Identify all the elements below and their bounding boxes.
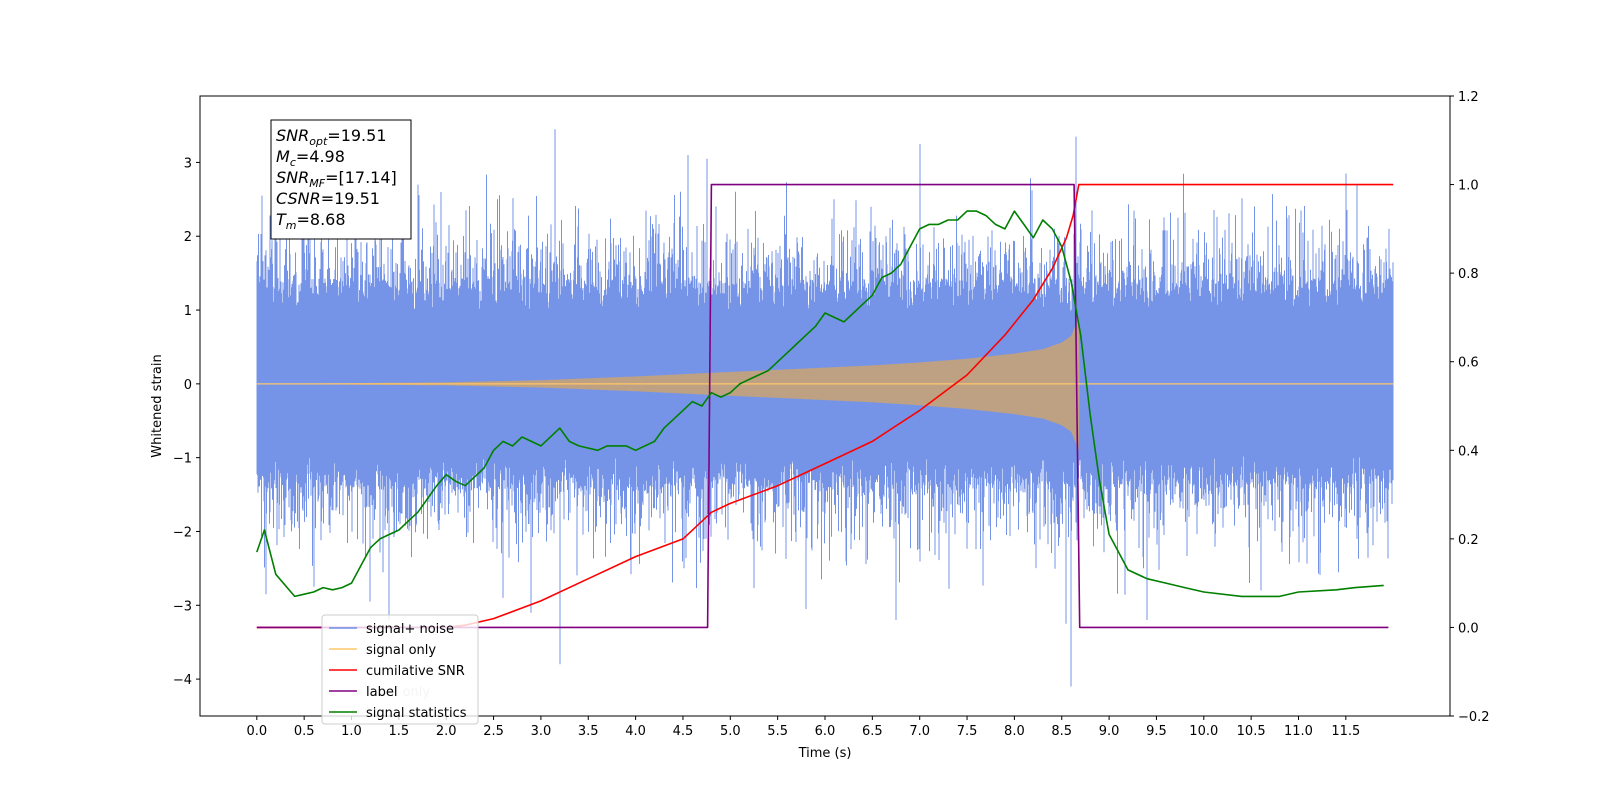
x-tick-label: 2.5 (483, 724, 504, 739)
y2-tick-label: 0.6 (1458, 356, 1479, 371)
y2-tick-label: 0.2 (1458, 533, 1479, 548)
series-signal-statistics (256, 210, 1384, 598)
y-axis-label: Whitened strain (150, 354, 165, 457)
legend-label: label (366, 685, 397, 700)
x-tick-label: 10.5 (1237, 724, 1266, 739)
y-tick-label: 1 (184, 304, 192, 319)
x-tick-label: 11.5 (1331, 724, 1360, 739)
series-label (256, 183, 1389, 629)
x-tick-label: 3.0 (531, 724, 552, 739)
legend-label: signal only (366, 643, 436, 658)
info-line: Mc=4.98 (276, 147, 345, 169)
y2-tick-label: 1.2 (1458, 90, 1479, 105)
x-tick-label: 4.0 (625, 724, 646, 739)
info-line: CSNR=19.51 (276, 189, 380, 208)
x-tick-label: 9.5 (1146, 724, 1167, 739)
y-tick-label: −2 (173, 525, 192, 540)
axis-ticks: 0.0 0.5 1.0 1.5 2.0 2.5 3.0 3.5 4.0 4.5 5.0 5.5 6.0 6… (173, 90, 1490, 739)
x-tick-label: 7.5 (957, 724, 978, 739)
info-line: SNRMF=[17.14] (276, 168, 397, 190)
legend-label: signal statistics (366, 706, 467, 721)
y2-tick-label: −0.2 (1458, 710, 1490, 725)
x-tick-label: 0.0 (246, 724, 267, 739)
x-tick-label: 2.0 (436, 724, 457, 739)
x-tick-label: 0.5 (294, 724, 315, 739)
legend-frame (321, 614, 479, 725)
y-tick-label: −1 (173, 452, 192, 467)
x-axis-label: Time (s) (798, 746, 852, 761)
info-line: Tm=8.68 (276, 210, 346, 232)
legend-label: signal+ noise (366, 622, 454, 637)
info-box: SNRopt=19.51Mc=4.98SNRMF=[17.14]CSNR=19.… (270, 119, 412, 240)
x-tick-label: 9.0 (1099, 724, 1120, 739)
x-tick-label: 1.0 (341, 724, 362, 739)
x-tick-label: 1.5 (389, 724, 410, 739)
y-tick-label: 0 (184, 378, 192, 393)
x-tick-label: 6.0 (815, 724, 836, 739)
info-line: SNRopt=19.51 (276, 126, 387, 148)
y-tick-label: −3 (173, 599, 192, 614)
y2-tick-label: 0.8 (1458, 267, 1479, 282)
x-tick-label: 6.5 (862, 724, 883, 739)
plot-area (256, 129, 1394, 687)
y2-tick-label: 1.0 (1458, 179, 1479, 194)
x-tick-label: 5.0 (720, 724, 741, 739)
x-tick-label: 5.5 (767, 724, 788, 739)
x-tick-label: 4.5 (673, 724, 694, 739)
legend-label: cumilative SNR (366, 664, 465, 679)
y-tick-label: 3 (184, 156, 192, 171)
x-tick-label: 7.0 (909, 724, 930, 739)
x-tick-label: 3.5 (578, 724, 599, 739)
x-tick-label: 11.0 (1284, 724, 1313, 739)
series-signal-noise (256, 129, 1394, 687)
y2-tick-label: 0.0 (1458, 621, 1479, 636)
y-tick-label: 2 (184, 230, 192, 245)
x-tick-label: 8.5 (1051, 724, 1072, 739)
x-tick-label: 10.0 (1189, 724, 1218, 739)
info-box-frame (270, 119, 412, 240)
x-tick-label: 8.0 (1004, 724, 1025, 739)
y-tick-label: −4 (173, 673, 192, 688)
plot-frame (199, 95, 1451, 717)
y2-tick-label: 0.4 (1458, 444, 1479, 459)
